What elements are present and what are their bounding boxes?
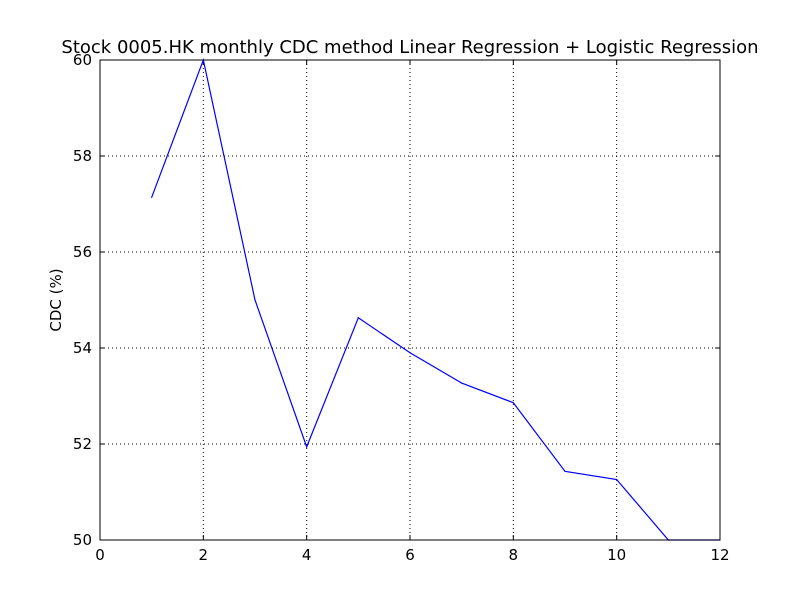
plot-frame <box>99 59 721 541</box>
data-point <box>357 317 359 319</box>
x-tick-label: 4 <box>302 546 312 564</box>
data-point <box>512 402 514 404</box>
y-tick-label: 50 <box>73 531 92 549</box>
series-line <box>151 57 720 541</box>
axis-ticks: 0 2 4 6 8 10 12 50 52 54 56 58 60 <box>73 51 730 564</box>
chart-title: Stock 0005.HK monthly CDC method Linear … <box>61 37 758 58</box>
x-tick-label: 2 <box>199 546 209 564</box>
data-point <box>461 382 463 384</box>
x-tick-label: 10 <box>607 546 626 564</box>
y-tick-label: 54 <box>73 339 92 357</box>
data-point <box>151 196 153 198</box>
data-point <box>306 446 308 448</box>
y-tick-label: 52 <box>73 435 92 453</box>
y-axis-title: CDC (%) <box>47 268 65 331</box>
x-tick-label: 6 <box>405 546 415 564</box>
x-tick-label: 0 <box>95 546 105 564</box>
x-tick-label: 12 <box>710 546 729 564</box>
data-point <box>616 478 618 481</box>
grid <box>100 60 720 540</box>
series-layer <box>151 57 721 541</box>
x-tick-label: 8 <box>509 546 519 564</box>
y-tick-label: 60 <box>73 51 92 69</box>
y-tick-label: 56 <box>73 243 92 261</box>
data-point <box>564 470 566 472</box>
data-point <box>254 299 256 301</box>
y-tick-label: 58 <box>73 147 92 165</box>
data-point <box>409 352 411 354</box>
